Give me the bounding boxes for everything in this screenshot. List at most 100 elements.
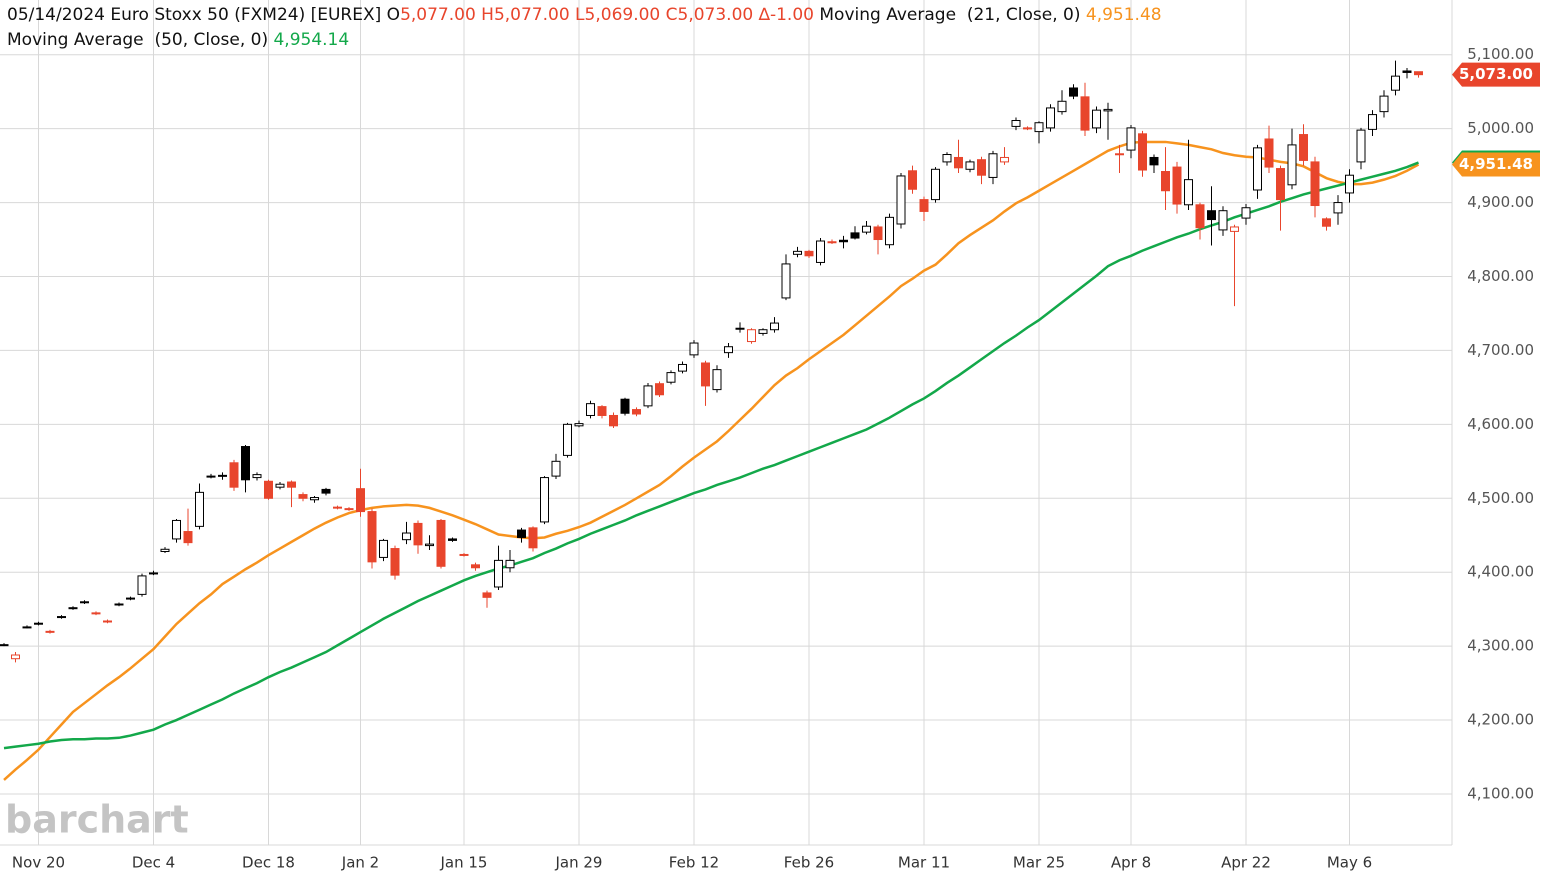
- candle-body: [252, 474, 262, 479]
- candle-body: [873, 226, 883, 241]
- candle-body: [678, 363, 687, 372]
- legend-entry: Moving Average (50, Close, 0): [7, 30, 269, 50]
- candle-body: [793, 250, 802, 255]
- candle-body: [1126, 127, 1136, 151]
- candle-body: [1356, 129, 1366, 163]
- candle-body: [816, 240, 825, 263]
- candle-body: [241, 446, 250, 481]
- candle-body: [11, 654, 20, 660]
- x-tick-label: Mar 11: [898, 854, 950, 872]
- candle-body: [862, 225, 871, 233]
- candle-body: [1103, 108, 1113, 112]
- watermark: barchart: [5, 798, 189, 842]
- candle-body: [206, 475, 216, 478]
- x-tick-label: Nov 20: [12, 854, 65, 872]
- candle-body: [1310, 161, 1320, 207]
- candle-body: [528, 527, 538, 549]
- y-tick-label: 4,600.00: [1467, 415, 1534, 433]
- plot: [0, 60, 1423, 781]
- candle-body: [321, 488, 331, 494]
- candle-body: [919, 199, 929, 212]
- price-box: [1452, 62, 1540, 87]
- candle-body: [1322, 218, 1331, 227]
- candle-body: [735, 327, 745, 330]
- candle-body: [942, 154, 952, 163]
- candle-body: [712, 369, 722, 391]
- candle-body: [160, 548, 170, 553]
- candle-body: [1080, 96, 1090, 131]
- candle-body: [114, 603, 124, 606]
- candle-body: [1333, 202, 1343, 214]
- candle-body: [1046, 107, 1055, 129]
- candle-body: [287, 481, 296, 488]
- candle-body: [402, 532, 411, 541]
- candle-body: [896, 175, 906, 225]
- x-tick-label: Apr 22: [1221, 854, 1271, 872]
- ma-box: [1452, 152, 1540, 177]
- legend-value: 4,951.48: [1085, 5, 1162, 25]
- candle-body: [149, 572, 158, 575]
- candle-body: [1218, 210, 1228, 231]
- candle-body: [655, 383, 664, 396]
- candle-body: [1023, 127, 1032, 130]
- candle-body: [310, 497, 319, 501]
- candle-body: [620, 398, 630, 414]
- candle-body: [1115, 153, 1124, 156]
- x-tick-label: May 6: [1327, 854, 1372, 872]
- header: 05/14/2024 Euro Stoxx 50 (FXM24) [EUREX]…: [7, 3, 1162, 53]
- candle-body: [264, 480, 273, 499]
- candle-body: [643, 385, 653, 407]
- candle-body: [1253, 147, 1262, 191]
- candle-body: [1057, 100, 1067, 113]
- candle-body: [1402, 70, 1412, 73]
- candle-body: [1391, 75, 1400, 91]
- header-line: Moving Average (50, Close, 0) 4,954.14: [7, 28, 1162, 53]
- candle-body: [839, 239, 848, 243]
- candle-body: [1230, 226, 1239, 232]
- candle-body: [701, 362, 710, 387]
- legend-value: 4,954.14: [273, 30, 350, 50]
- candle-body: [1264, 138, 1274, 168]
- y-tick-label: 5,100.00: [1467, 45, 1534, 63]
- candle-body: [367, 511, 377, 563]
- candle-body: [1011, 120, 1021, 127]
- candle-body: [563, 423, 572, 456]
- candle-body: [1149, 156, 1159, 166]
- candle-body: [597, 406, 607, 416]
- candle-body: [724, 346, 733, 354]
- candle-body: [379, 539, 388, 558]
- candle-body: [1034, 122, 1044, 133]
- candle-body: [827, 241, 837, 244]
- x-tick-label: Feb 12: [669, 854, 719, 872]
- candle-body: [770, 322, 779, 331]
- y-tick-label: 4,500.00: [1467, 489, 1534, 507]
- candle-body: [482, 592, 492, 598]
- candle-body: [298, 494, 308, 499]
- candle-body: [448, 538, 457, 541]
- candle-body: [1000, 156, 1009, 163]
- candle-body: [425, 543, 434, 547]
- candle-body: [574, 423, 584, 427]
- y-tick-label: 4,900.00: [1467, 193, 1534, 211]
- candle-body: [137, 575, 147, 595]
- y-tick-label: 4,200.00: [1467, 711, 1534, 729]
- candle-body: [1069, 87, 1078, 97]
- candle-body: [954, 156, 963, 169]
- candle-body: [275, 483, 285, 488]
- candle-body: [229, 462, 239, 488]
- candle-body: [34, 622, 43, 625]
- candle-body: [517, 529, 526, 538]
- candle-body: [356, 488, 365, 513]
- candle-body: [540, 477, 549, 523]
- candle-body: [1368, 114, 1377, 130]
- candle-body: [183, 531, 193, 544]
- candle-body: [1241, 207, 1251, 219]
- candle-body: [45, 630, 55, 633]
- candle-body: [390, 548, 400, 576]
- candle-body: [1184, 179, 1193, 206]
- candle-body: [781, 263, 791, 299]
- axis: 4,100.00 4,200.00 4,300.00 4,400.00 4,500.00…: [12, 45, 1540, 872]
- candle-body: [551, 460, 561, 477]
